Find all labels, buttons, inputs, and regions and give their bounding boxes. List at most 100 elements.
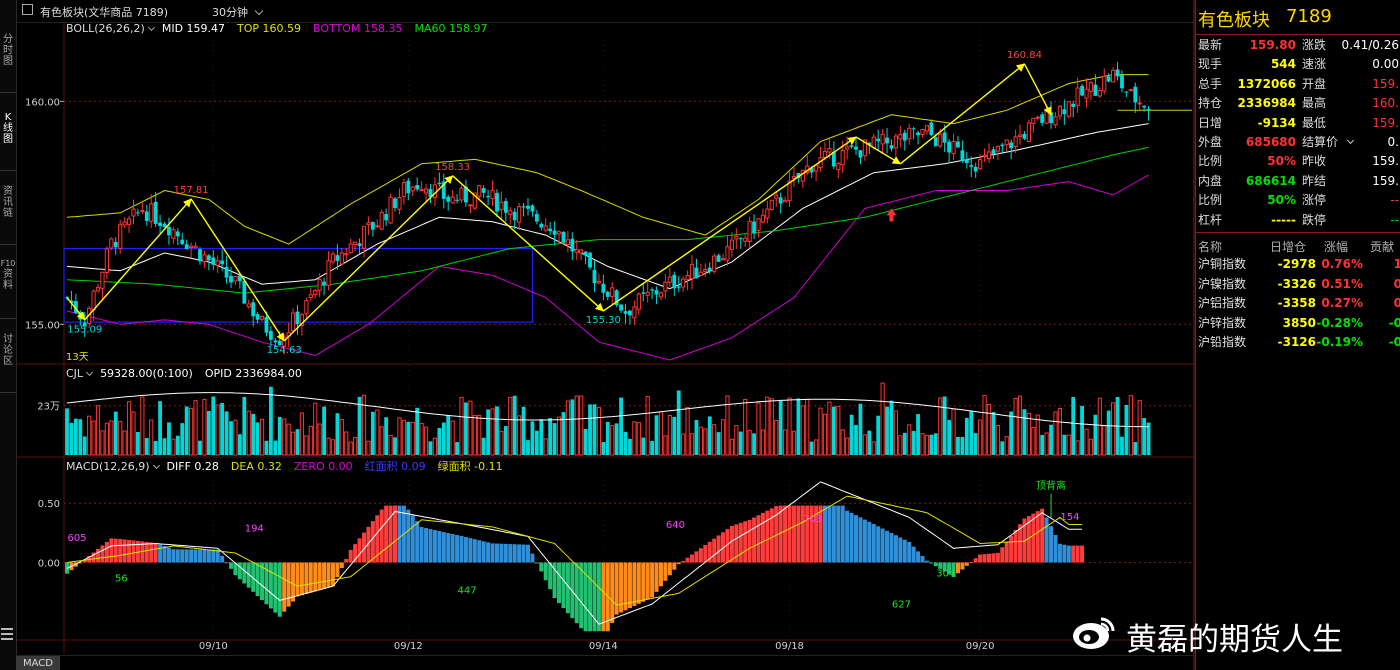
macd-bar: [791, 505, 796, 563]
volume-bar: [548, 418, 553, 455]
volume-bar: [472, 414, 477, 456]
candle-body: [1066, 101, 1071, 117]
macd-bar: [960, 562, 965, 570]
candle-body: [406, 180, 411, 194]
candle-body: [499, 201, 504, 211]
candle-body: [472, 192, 477, 209]
table-row[interactable]: 沪镍指数 -3326 0.51% 0: [1196, 275, 1400, 295]
macd-label[interactable]: MACD(12,26,9): [66, 460, 150, 473]
candle-body: [220, 260, 225, 265]
candle-body: [330, 253, 336, 263]
macd-bar: [601, 562, 606, 632]
volume-bar: [158, 401, 162, 455]
candle-body: [441, 181, 446, 199]
candle-body: [796, 173, 801, 179]
candle-body: [468, 204, 473, 207]
macd-bar: [140, 541, 145, 563]
candle-body: [69, 300, 74, 304]
candle-body: [951, 140, 956, 155]
volume-bar: [198, 440, 202, 455]
table-row[interactable]: 沪锌指数 3850-0.28% -0: [1196, 314, 1400, 334]
quote-value: 0.: [1387, 135, 1399, 149]
table-header[interactable]: 日增仓: [1270, 240, 1307, 254]
volume-bar: [308, 425, 313, 456]
candle-body: [716, 255, 721, 262]
volume-bar: [1049, 424, 1053, 455]
candle-body: [738, 238, 743, 240]
candles: [65, 61, 1151, 355]
table-header[interactable]: 贡献: [1370, 240, 1395, 254]
cjl-label[interactable]: CJL: [66, 367, 84, 380]
volume-bar: [1133, 442, 1138, 455]
volume-bar: [384, 417, 389, 455]
tab-intraday[interactable]: 分时图: [3, 34, 13, 67]
table-header[interactable]: 名称: [1198, 240, 1223, 254]
instrument-code: 7189: [1286, 6, 1332, 27]
trend-arrow: [855, 136, 902, 165]
candle-body: [1000, 144, 1005, 147]
volume-bar: [880, 382, 885, 456]
candle-body: [658, 292, 664, 298]
kline-chart[interactable]: 160.00 155.00 23万 0.50 0.00 09/10 09/12 09/14 09…: [0, 0, 1195, 670]
macd-bar: [570, 562, 575, 619]
candle-body: [1093, 84, 1098, 96]
trend-arrow: [190, 198, 285, 342]
volume-bar: [885, 406, 889, 455]
macd-bar: [419, 527, 424, 563]
volume-bar: [840, 429, 845, 456]
candle-body: [1120, 75, 1124, 89]
chevron-down-icon: [147, 23, 155, 32]
trend-arrow: [66, 297, 86, 321]
macd-bar: [361, 532, 366, 563]
quote-panel: 有色板块 7189 最新 159.80 涨跌 0.41/0.26 现手 544 速涨 0.00…: [1195, 0, 1400, 670]
volume-bar: [862, 434, 867, 456]
volume-bar: [796, 398, 801, 455]
tab-f10[interactable]: F10 资料: [0, 259, 16, 291]
volume-bar: [459, 396, 464, 456]
volume-bar: [73, 418, 78, 455]
weibo-icon: [1073, 617, 1115, 649]
tab-news[interactable]: 资讯链: [3, 186, 13, 219]
volume-bar: [366, 440, 371, 456]
macd-bar: [149, 542, 154, 563]
macd-bar: [734, 524, 739, 563]
volume-bar: [65, 408, 69, 455]
macd-bar: [490, 543, 495, 563]
volume-bar: [322, 406, 326, 455]
macd-bar: [969, 561, 974, 563]
macd-bar: [658, 562, 663, 587]
table-header[interactable]: 涨幅: [1324, 240, 1349, 254]
boll-legend: BOLL(26,26,2) MID 159.47 TOP 160.59 BOTTOM …: [66, 22, 487, 35]
volume-bar: [991, 411, 996, 455]
macd-bar: [632, 562, 637, 606]
volume-bar: [539, 419, 544, 455]
macd-bar: [698, 548, 703, 563]
candle-body: [224, 266, 229, 278]
candle-body: [401, 182, 406, 197]
expand-icon[interactable]: [22, 4, 33, 15]
tab-macd[interactable]: MACD: [16, 656, 60, 670]
candle-body: [1137, 102, 1142, 105]
volume-bar: [920, 433, 925, 456]
tab-forum[interactable]: 讨论区: [3, 334, 13, 367]
quote-label[interactable]: 结算价: [1302, 135, 1339, 149]
table-row[interactable]: 沪铅指数 -3126-0.19% -0: [1196, 333, 1400, 353]
candle-body: [189, 245, 194, 249]
menu-icon[interactable]: [1, 628, 13, 640]
table-row[interactable]: 沪铝指数 -3358 0.27% 0: [1196, 294, 1400, 314]
macd-bar: [100, 545, 105, 563]
macd-bar: [193, 549, 198, 563]
volume-bar: [530, 421, 535, 455]
macd-dea: DEA 0.32: [230, 460, 282, 473]
macd-bar: [1044, 517, 1049, 563]
macd-bar: [180, 549, 185, 563]
macd-bar: [503, 543, 508, 563]
trend-arrow: [452, 175, 604, 312]
boll-label[interactable]: BOLL(26,26,2): [66, 22, 145, 35]
macd-bar: [818, 505, 823, 563]
period-selector[interactable]: 30分钟: [212, 4, 263, 20]
table-row[interactable]: 沪铜指数 -2978 0.76% 1: [1196, 255, 1400, 275]
volume-bar: [397, 417, 402, 456]
macd-bar: [610, 562, 615, 623]
